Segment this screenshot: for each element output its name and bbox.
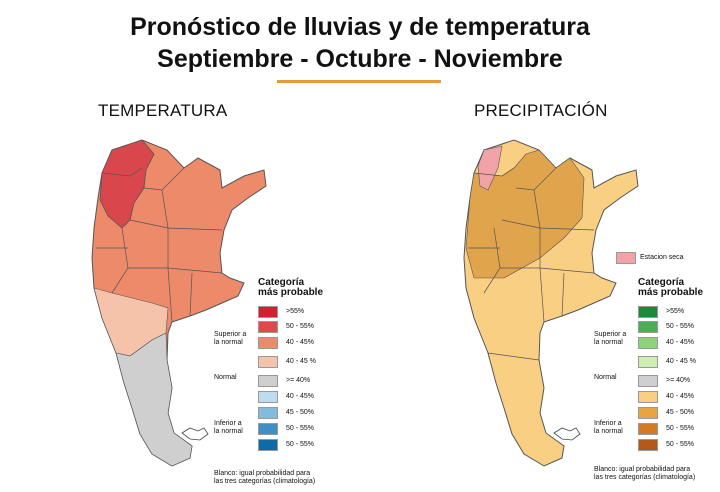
- temperature-swatch-label: >= 40%: [286, 377, 311, 384]
- precipitation-map-wet-zone: [465, 149, 585, 279]
- precipitation-map: [463, 139, 639, 467]
- precipitation-section-title: PRECIPITACIÓN: [474, 101, 608, 120]
- precipitation-swatch: [638, 375, 658, 387]
- precipitation-swatch-label: 50 - 55%: [666, 323, 695, 330]
- temperature-map-borders: [96, 167, 223, 323]
- temperature-swatch-label: 40 - 45 %: [286, 358, 316, 365]
- temperature-group-inferior: Inferior a la normal: [214, 420, 243, 435]
- precipitation-footnote: Blanco: igual probabilidad para las tres…: [594, 466, 696, 481]
- temperature-map-islands: [181, 427, 209, 441]
- precipitation-map-borders: [468, 167, 595, 361]
- temperature-swatch: [258, 391, 278, 403]
- temperature-swatch: [258, 375, 278, 387]
- precipitation-swatch: [638, 321, 658, 333]
- precipitation-group-normal: Normal: [594, 374, 617, 381]
- precipitation-swatch: [638, 306, 658, 318]
- dry-season-label: Estacion seca: [640, 254, 684, 261]
- temperature-group-superior: Superior a la normal: [214, 331, 247, 346]
- temperature-legend-title-2: más probable: [258, 287, 324, 298]
- precipitation-swatch: [638, 391, 658, 403]
- precipitation-swatch-label: 40 - 45%: [666, 339, 695, 346]
- temperature-swatch-label: 50 - 55%: [286, 441, 315, 448]
- precipitation-map-dry-zone: [477, 145, 503, 191]
- temperature-swatch-label: 40 - 45%: [286, 393, 315, 400]
- precipitation-legend-title-2: más probable: [638, 287, 704, 298]
- precipitation-swatch-label: 50 - 55%: [666, 441, 695, 448]
- precipitation-swatch: [638, 337, 658, 349]
- temperature-swatch: [258, 306, 278, 318]
- precipitation-map-islands: [553, 427, 581, 441]
- precipitation-swatch-label: 40 - 45%: [666, 393, 695, 400]
- temperature-swatch-label: 50 - 55%: [286, 425, 315, 432]
- temperature-section-title: TEMPERATURA: [98, 101, 228, 120]
- precipitation-swatch: [638, 356, 658, 368]
- temperature-swatch: [258, 423, 278, 435]
- temperature-swatch: [258, 356, 278, 368]
- temperature-group-normal: Normal: [214, 374, 237, 381]
- main-title-line-2: Septiembre - Octubre - Noviembre: [157, 45, 563, 73]
- precipitation-swatch: [638, 423, 658, 435]
- temperature-legend-title-1: Categoría: [258, 277, 305, 288]
- precipitation-group-inferior: Inferior a la normal: [594, 420, 623, 435]
- temperature-swatch: [258, 321, 278, 333]
- precipitation-swatch-label: 40 - 45 %: [666, 358, 696, 365]
- precipitation-swatch-label: >55%: [666, 308, 685, 315]
- temperature-map: [91, 139, 267, 467]
- precipitation-swatch-label: >= 40%: [666, 377, 691, 384]
- temperature-map-normal-zone: [115, 332, 193, 467]
- temperature-swatch: [258, 407, 278, 419]
- temperature-swatch-label: >55%: [286, 308, 305, 315]
- main-title-line-1: Pronóstico de lluvias y de temperatura: [130, 13, 590, 41]
- temperature-swatch: [258, 337, 278, 349]
- precipitation-swatch: [638, 407, 658, 419]
- temperature-swatch-label: 50 - 55%: [286, 323, 315, 330]
- temperature-swatch: [258, 439, 278, 451]
- precipitation-swatch-label: 50 - 55%: [666, 425, 695, 432]
- dry-season-swatch: [616, 252, 636, 264]
- temperature-swatch-label: 40 - 45%: [286, 339, 315, 346]
- temperature-footnote: Blanco: igual probabilidad para las tres…: [214, 470, 316, 485]
- precipitation-legend-title-1: Categoría: [638, 277, 685, 288]
- temperature-map-hot-zone: [99, 139, 155, 229]
- precipitation-group-superior: Superior a la normal: [594, 331, 627, 346]
- temperature-swatch-label: 45 - 50%: [286, 409, 315, 416]
- title-underline: [277, 80, 441, 83]
- precipitation-swatch-label: 45 - 50%: [666, 409, 695, 416]
- precipitation-swatch: [638, 439, 658, 451]
